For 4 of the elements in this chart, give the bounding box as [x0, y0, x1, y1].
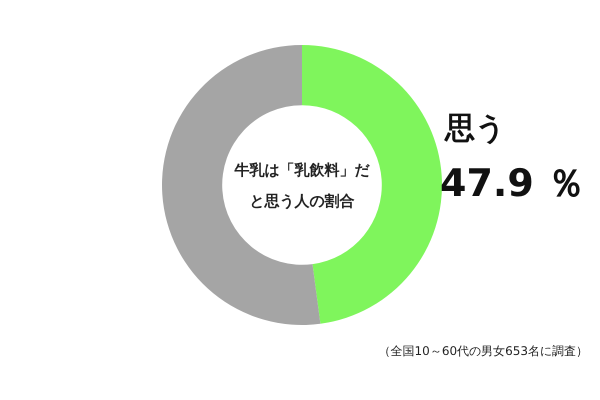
text: 牛乳は「乳飲料」だと思う人の割合 — [234, 160, 371, 212]
slice-label: 思う — [445, 110, 506, 148]
text: （全国10～60代の男女653名に調査） — [378, 343, 588, 360]
data-label: 47.9 ％ — [440, 160, 585, 207]
